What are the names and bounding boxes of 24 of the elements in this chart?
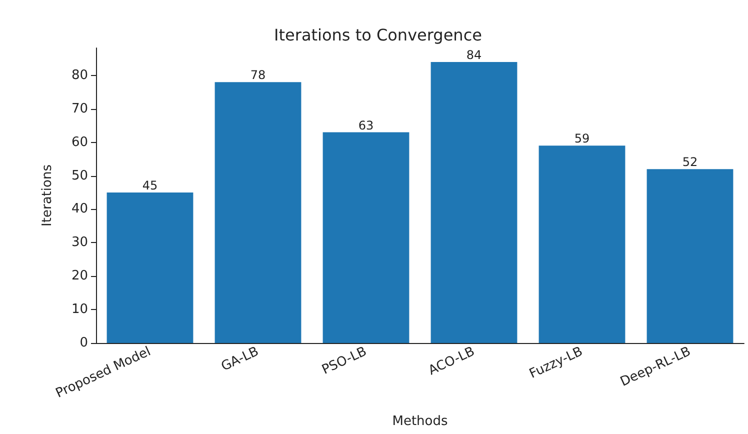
data-label: 63: [358, 118, 374, 132]
data-label: 45: [142, 178, 158, 192]
data-label: 78: [250, 68, 266, 82]
bar: [214, 82, 302, 343]
x-axis-title: Methods: [392, 414, 448, 429]
y-tick-label: 30: [71, 235, 88, 250]
y-tick-label: 60: [71, 134, 88, 150]
data-label: 52: [682, 155, 698, 170]
y-tick-label: 50: [71, 168, 88, 184]
y-tick-label: 70: [71, 101, 88, 116]
bar: [538, 146, 626, 343]
y-tick-label: 40: [71, 202, 88, 217]
y-tick-label: 0: [80, 336, 88, 350]
data-label: 59: [574, 132, 590, 146]
chart-title: Iterations to Convergence: [274, 26, 482, 44]
bar: [106, 192, 194, 343]
y-tick-label: 10: [71, 302, 88, 318]
y-tick-label: 20: [71, 268, 88, 284]
bar: [646, 169, 734, 343]
data-label: 84: [466, 48, 482, 62]
y-tick-label: 80: [71, 68, 88, 83]
bar: [322, 132, 410, 343]
bar: [430, 62, 518, 343]
y-axis-title: Iterations: [40, 164, 55, 226]
